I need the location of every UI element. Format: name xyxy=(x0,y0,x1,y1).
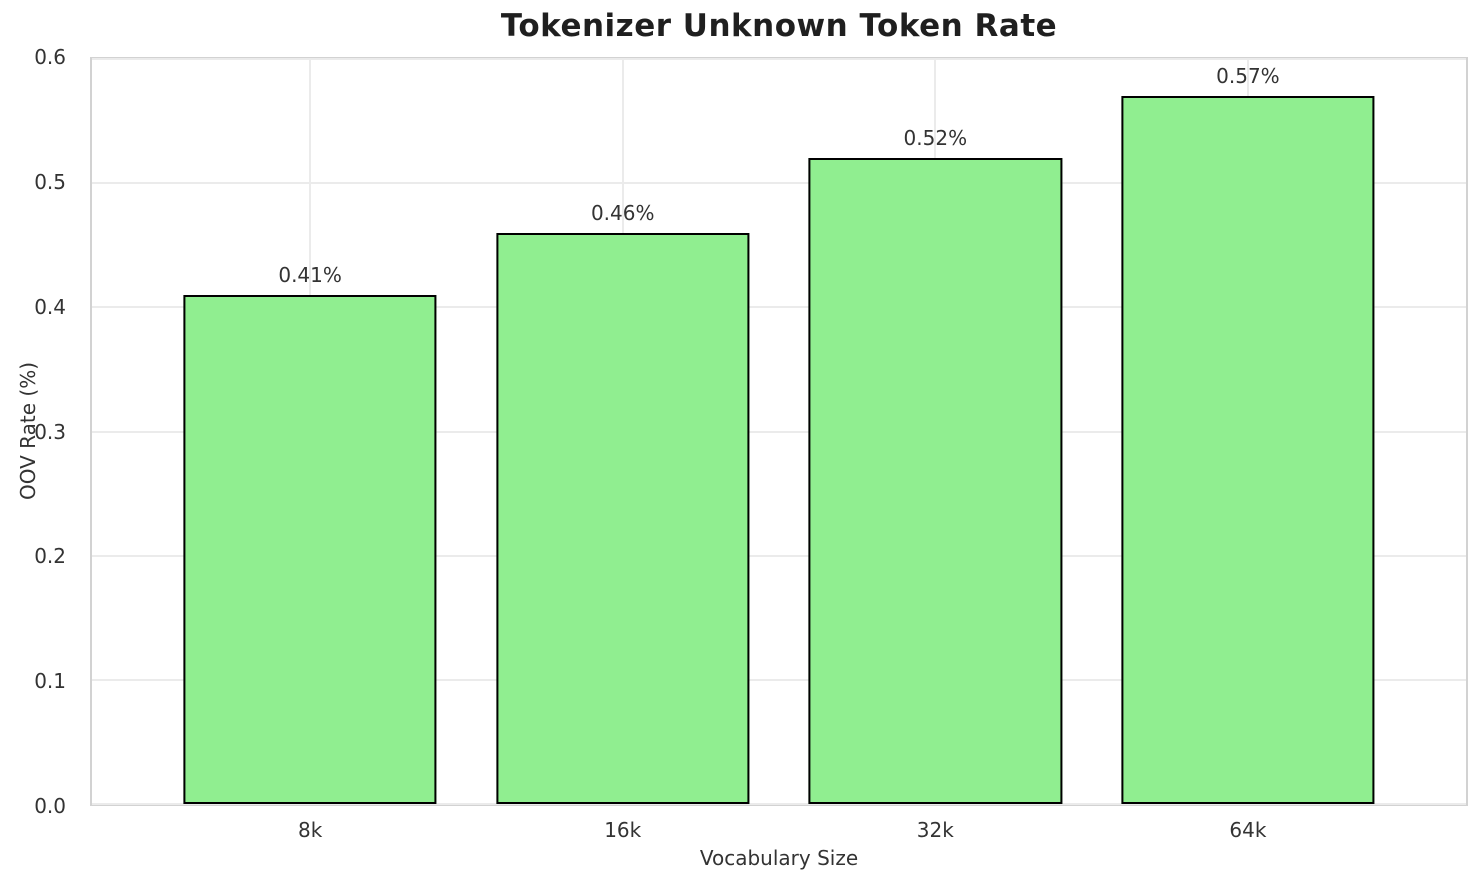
y-gridline xyxy=(92,678,1466,681)
bar-value-label: 0.46% xyxy=(590,200,655,225)
bar-slot-32k: 0.52% 32k xyxy=(779,59,1092,842)
bar-slot-16k: 0.46% 16k xyxy=(466,59,779,842)
bar-value-label: 0.41% xyxy=(278,262,342,287)
bar-slot-64k: 0.57% 64k xyxy=(1092,59,1405,842)
x-tick-label: 8k xyxy=(297,818,323,842)
bar-32k xyxy=(808,158,1062,804)
y-gridline xyxy=(92,554,1466,557)
bar-8k xyxy=(183,294,437,804)
bar-64k xyxy=(1121,96,1375,804)
y-tick-label: 0.3 xyxy=(34,419,66,444)
y-gridline xyxy=(92,58,1466,60)
y-tick-label: 0.4 xyxy=(34,294,66,319)
y-tick-label: 0.2 xyxy=(34,544,66,569)
plot-area: 0.41% 8k 0.46% 16k 0.52% 32k 0.57% 64k xyxy=(90,57,1468,842)
y-tick-label: 0.6 xyxy=(34,45,66,69)
y-gridline xyxy=(92,306,1466,309)
bar-slot-8k: 0.41% 8k xyxy=(154,59,467,842)
bar-value-label: 0.52% xyxy=(903,126,968,151)
bar-slots: 0.41% 8k 0.46% 16k 0.52% 32k 0.57% 64k xyxy=(92,59,1466,842)
bar-value-label: 0.57% xyxy=(1216,64,1280,89)
y-axis-ticks: 0.0 0.1 0.2 0.3 0.4 0.5 0.6 xyxy=(0,47,78,816)
y-gridline xyxy=(92,803,1466,805)
chart-title: Tokenizer Unknown Token Rate xyxy=(500,8,1058,44)
bar-16k xyxy=(496,232,750,804)
y-tick-label: 0.5 xyxy=(34,169,66,194)
x-tick-label: 32k xyxy=(916,818,954,842)
x-axis-label: Vocabulary Size xyxy=(699,846,859,870)
y-tick-label: 0.0 xyxy=(34,794,66,818)
x-tick-label: 16k xyxy=(604,818,642,842)
y-tick-label: 0.1 xyxy=(34,669,66,694)
y-gridline xyxy=(92,430,1466,433)
y-gridline xyxy=(92,182,1466,185)
x-tick-label: 64k xyxy=(1229,818,1267,842)
